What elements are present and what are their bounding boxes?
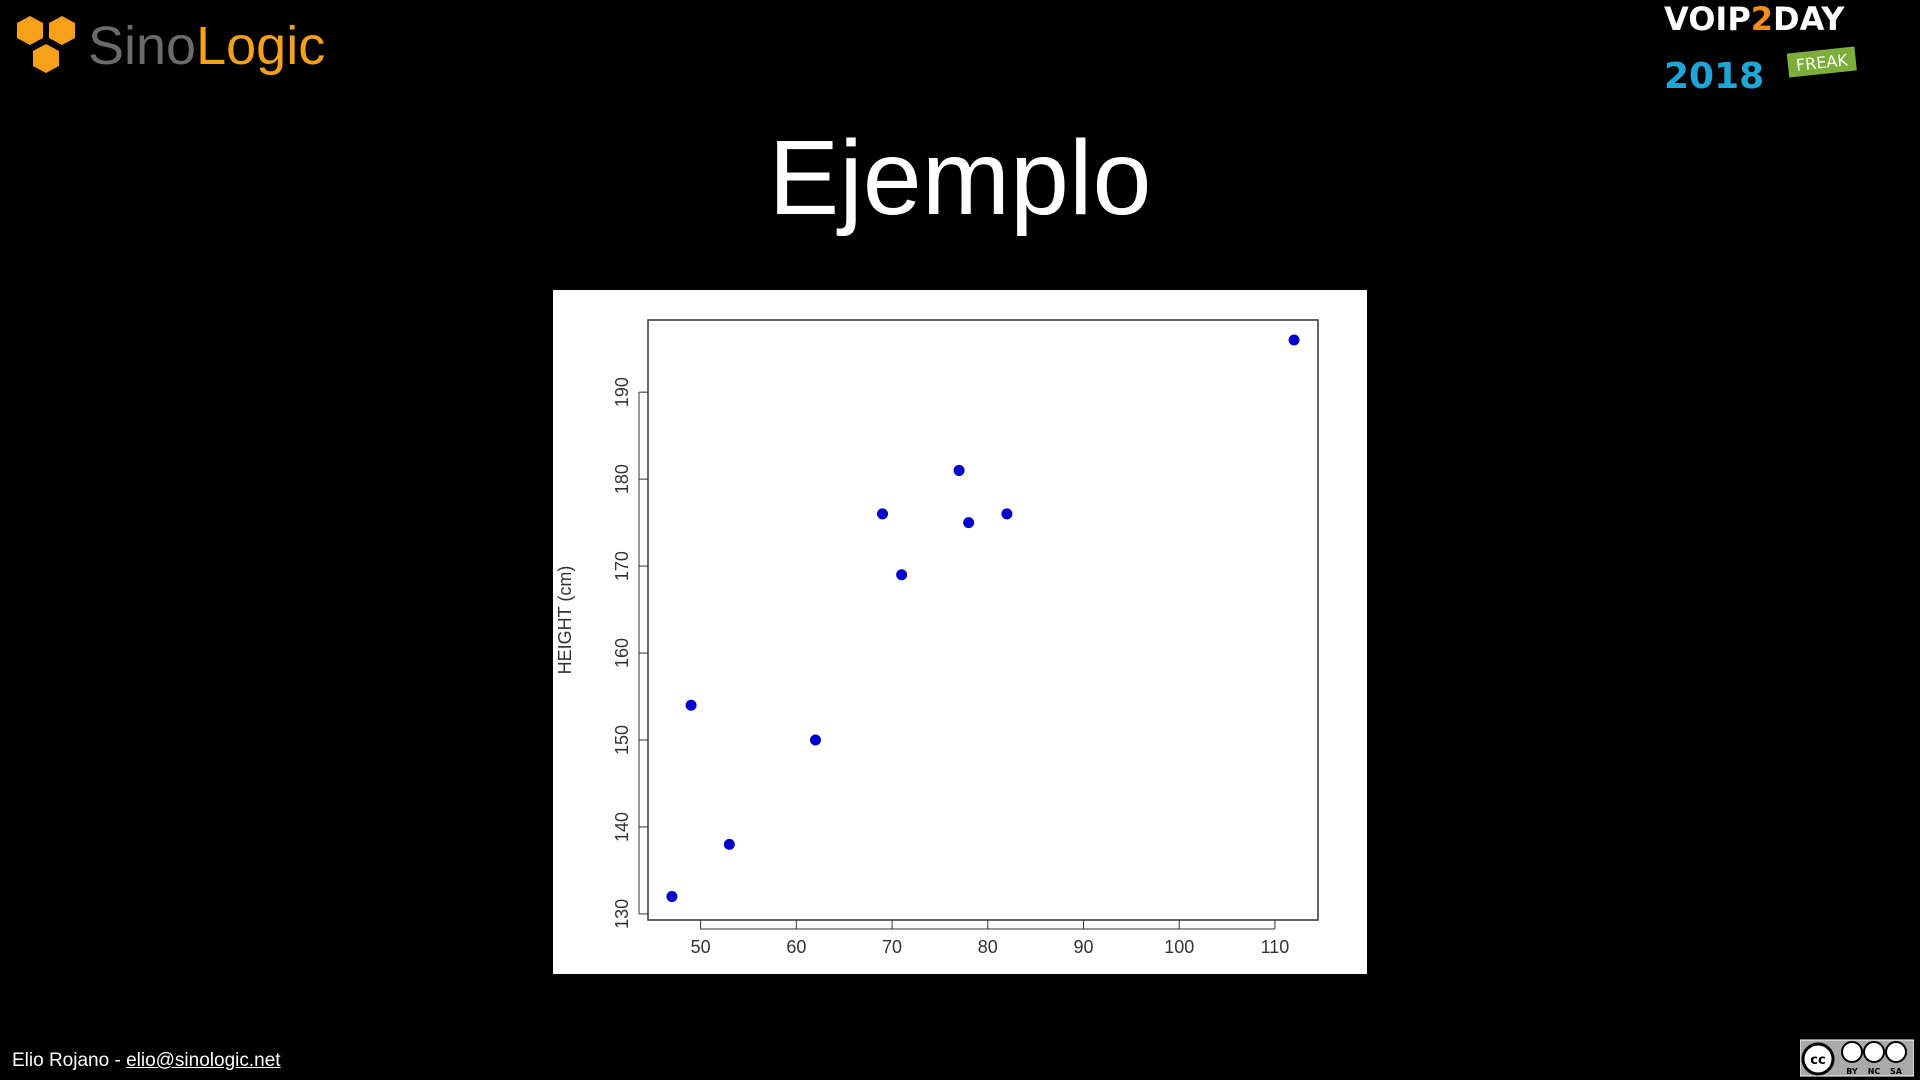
nc-icon — [1863, 1041, 1885, 1063]
x-tick-label: 100 — [1164, 937, 1194, 957]
y-tick-label: 190 — [612, 377, 632, 407]
x-tick-label: 80 — [978, 937, 998, 957]
logo-year: 2018 — [1664, 56, 1764, 97]
svg-text:BY: BY — [1846, 1067, 1858, 1076]
y-tick-label: 150 — [612, 725, 632, 755]
x-tick-label: 60 — [786, 937, 806, 957]
data-point — [723, 838, 735, 850]
y-axis-label: HEIGHT (cm) — [555, 566, 575, 675]
footer-author: Elio Rojano - — [12, 1050, 127, 1071]
data-point — [810, 734, 821, 746]
plot-frame — [647, 319, 1319, 921]
hexagons-icon — [17, 16, 75, 73]
footer-email-link[interactable]: elio@sinologic.net — [126, 1050, 281, 1071]
chart-panel: 50 60 70 80 90 100 110 130 140 150 160 170 180 190 HEI… — [553, 290, 1367, 974]
y-tick-label: 160 — [612, 638, 632, 668]
y-tick-label: 180 — [612, 464, 632, 494]
data-point — [963, 517, 975, 529]
voip2day-logo: VOIP2DAY 2018 FREAK — [1664, 0, 1857, 97]
x-tick-label: 50 — [691, 937, 711, 957]
svg-text:VOIP2DAY: VOIP2DAY — [1664, 0, 1845, 38]
sinologic-logo: SinoLogic — [14, 14, 325, 78]
y-tick-label: 170 — [612, 551, 632, 581]
data-point — [685, 699, 697, 711]
data-point — [1288, 334, 1300, 346]
slide-title: Ejemplo — [768, 119, 1152, 237]
cc-icon: cc — [1810, 1053, 1825, 1068]
scatter-chart: 50 60 70 80 90 100 110 130 140 150 160 170 180 190 HEI… — [555, 319, 1319, 957]
y-tick-label: 140 — [612, 812, 632, 842]
footer: Elio Rojano - elio@sinologic.net — [12, 1050, 281, 1072]
data-point — [666, 891, 678, 903]
x-tick-label: 70 — [882, 937, 902, 957]
x-tick-label: 110 — [1261, 937, 1290, 957]
svg-text:NC: NC — [1868, 1067, 1881, 1076]
cc-license-badge[interactable]: cc BY NC SA — [1800, 1038, 1914, 1078]
data-point — [953, 464, 965, 476]
by-icon — [1841, 1041, 1863, 1063]
y-tick-label: 130 — [612, 899, 632, 929]
x-tick-label: 90 — [1073, 937, 1093, 957]
data-point — [877, 508, 888, 520]
logo-text-logic: Logic — [196, 16, 326, 76]
data-point — [896, 569, 908, 581]
logo-voip: VOIP — [1664, 0, 1751, 38]
sa-icon — [1885, 1041, 1907, 1063]
svg-text:SA: SA — [1890, 1067, 1903, 1076]
logo-text-sino: Sino — [88, 16, 197, 76]
data-point — [1001, 508, 1013, 520]
